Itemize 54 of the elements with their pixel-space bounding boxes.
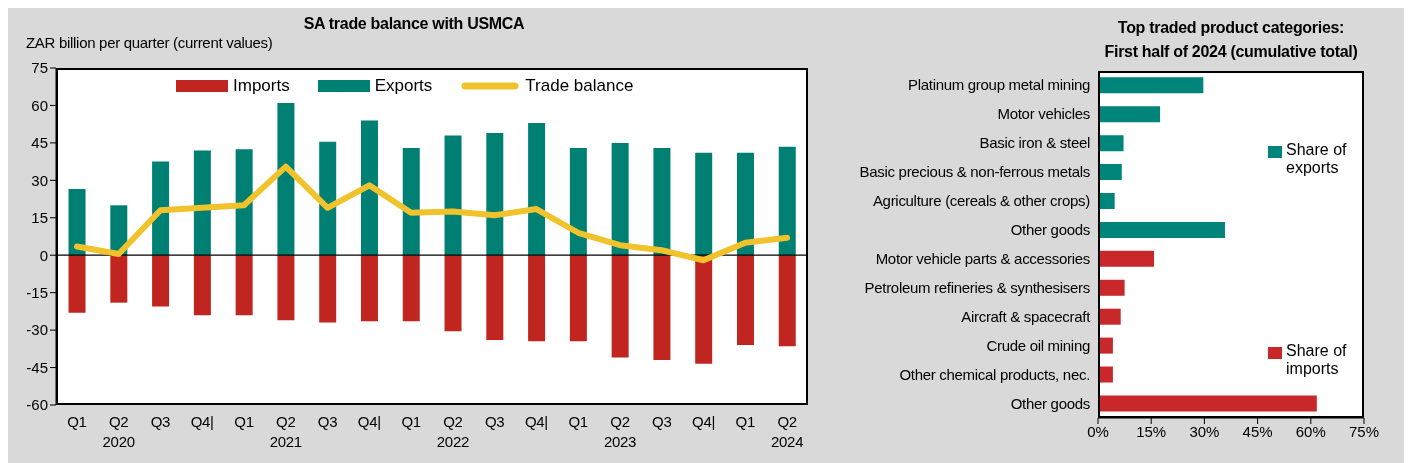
y-tick-label: -30	[26, 321, 48, 339]
y-tick-label: Other goods	[1010, 394, 1090, 412]
y-tick-label: Platinum group metal mining	[908, 76, 1090, 94]
y-tick-label: -15	[26, 283, 48, 301]
x-tick-label: Q4|	[190, 413, 214, 430]
y-tick-label: 15	[31, 209, 48, 227]
x-tick-label: Q3	[652, 413, 672, 430]
chart-title: Top traded product categories: First half of 2024 (cumulative total)	[1103, 18, 1359, 62]
legend-label: Exports	[374, 76, 433, 96]
y-tick-label: Other chemical products, nec.	[899, 365, 1090, 383]
y-tick-label: Aircraft & spacecraft	[961, 307, 1092, 325]
x-tick-label: Q2 2023	[603, 413, 637, 450]
x-tick-label: 30%	[1189, 422, 1220, 440]
legend-label: Share of imports	[1286, 342, 1348, 378]
x-tick-label: Q2 2022	[436, 413, 469, 450]
y-tick-label: 30	[31, 171, 48, 189]
x-tick-label: Q3	[317, 413, 338, 430]
y-tick-label: Motor vehicles	[997, 105, 1090, 123]
y-tick-label: 60	[31, 96, 48, 114]
x-tick-label: 75%	[1348, 422, 1380, 440]
legend-label: Trade balance	[525, 76, 634, 96]
y-tick-label: Crude oil mining	[986, 336, 1090, 354]
x-tick-label: 0%	[1087, 422, 1109, 440]
x-tick-label: Q4|	[524, 413, 548, 430]
chart-title: SA trade balance with USMCA	[303, 15, 525, 32]
x-tick-label: 60%	[1295, 422, 1326, 440]
x-tick-label: Q1	[568, 413, 588, 430]
x-tick-label: Q2 2020	[102, 413, 135, 450]
y-tick-label: Other goods	[1010, 221, 1090, 239]
x-tick-label: Q1	[401, 413, 421, 430]
x-tick-label: Q1	[67, 413, 87, 430]
x-tick-label: Q4|	[692, 413, 716, 430]
x-tick-label: Q2 2021	[269, 413, 302, 450]
y-tick-label: Motor vehicle parts & accessories	[875, 249, 1090, 267]
legend-label: Share of exports	[1286, 141, 1348, 177]
y-tick-label: 0	[39, 246, 48, 264]
x-tick-label: Q4|	[357, 413, 381, 430]
y-tick-label: -60	[26, 396, 48, 414]
x-tick-label: Q2 2024	[771, 413, 804, 450]
y-tick-label: Agriculture (cereals & other crops)	[872, 192, 1091, 210]
x-tick-label: Q3	[150, 413, 171, 430]
y-tick-label: 45	[31, 134, 48, 152]
x-tick-label: Q1	[735, 413, 756, 430]
y-axis-title: ZAR billion per quarter (current values)	[26, 34, 273, 51]
y-tick-label: Petroleum refineries & synthesisers	[864, 278, 1090, 296]
y-tick-label: Basic iron & steel	[979, 134, 1090, 152]
x-tick-label: 15%	[1136, 422, 1167, 440]
y-tick-label: 75	[31, 59, 48, 77]
x-tick-label: 45%	[1242, 422, 1273, 440]
legend-label: Imports	[233, 76, 290, 96]
y-tick-label: -45	[26, 358, 48, 376]
x-tick-label: Q3	[484, 413, 505, 430]
x-tick-label: Q1	[234, 413, 254, 430]
y-tick-label: Basic precious & non-ferrous metals	[859, 163, 1090, 181]
